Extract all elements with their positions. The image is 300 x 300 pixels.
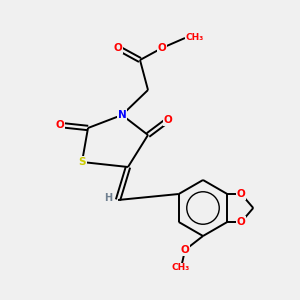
Text: H: H	[104, 193, 112, 203]
Text: O: O	[237, 189, 246, 199]
Text: S: S	[78, 157, 86, 167]
Text: O: O	[164, 115, 172, 125]
Text: CH₃: CH₃	[172, 263, 190, 272]
Text: O: O	[237, 217, 246, 227]
Text: O: O	[56, 120, 64, 130]
Text: N: N	[118, 110, 126, 120]
Text: CH₃: CH₃	[185, 34, 203, 43]
Text: O: O	[114, 43, 122, 53]
Text: O: O	[158, 43, 166, 53]
Text: O: O	[181, 245, 189, 255]
